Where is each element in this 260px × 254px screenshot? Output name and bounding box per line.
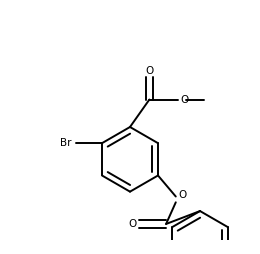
Text: Br: Br xyxy=(60,138,71,148)
Text: O: O xyxy=(178,190,186,200)
Text: O: O xyxy=(145,66,153,76)
Text: O: O xyxy=(180,94,188,105)
Text: O: O xyxy=(128,219,136,229)
